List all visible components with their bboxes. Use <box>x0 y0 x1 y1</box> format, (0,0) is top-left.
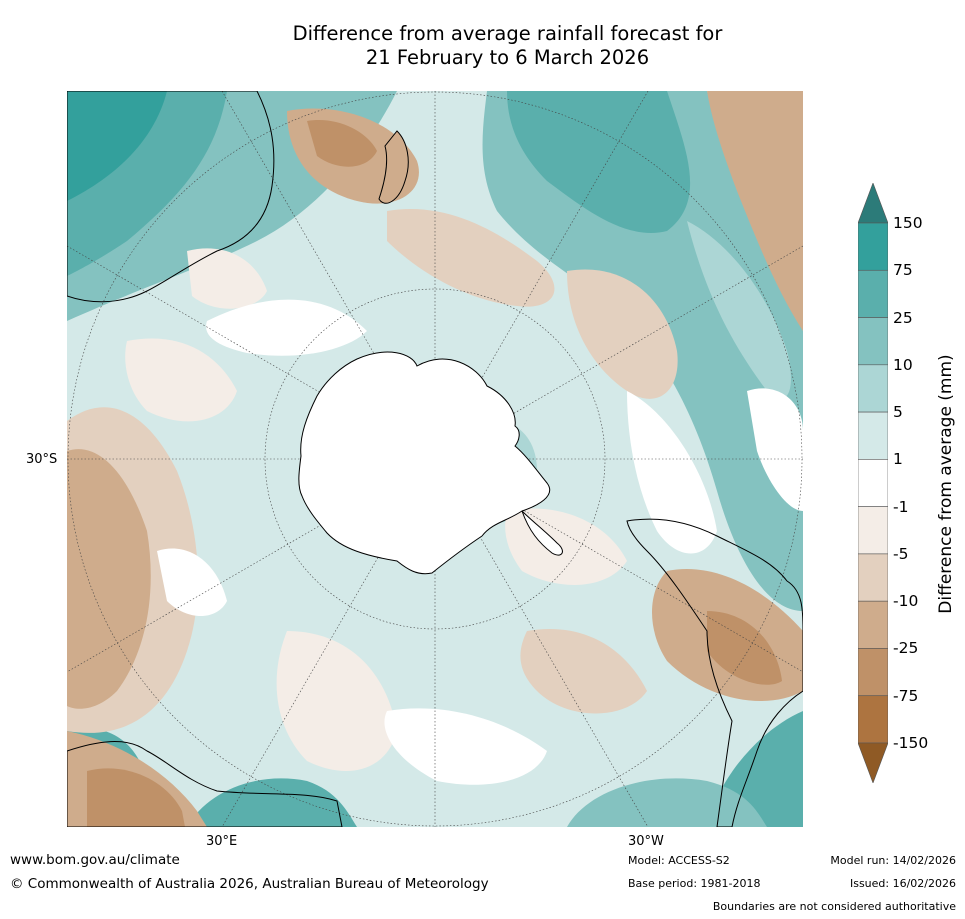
longitude-label-30w: 30°W <box>628 834 664 849</box>
colorbar-tick-label: 10 <box>893 355 913 374</box>
colorbar-band <box>858 183 888 224</box>
colorbar-tick-label: 25 <box>893 308 913 327</box>
colorbar-tick-label: -1 <box>893 497 909 516</box>
colorbar-band <box>858 364 888 413</box>
colorbar-bands <box>858 183 888 783</box>
colorbar-label: Difference from average (mm) <box>936 354 956 614</box>
colorbar-band <box>858 459 888 507</box>
new-zealand <box>378 130 409 204</box>
colorbar-band <box>858 553 888 602</box>
south-america <box>626 518 803 827</box>
title-line-2: 21 February to 6 March 2026 <box>365 46 650 69</box>
chart-title: Difference from average rainfall forecas… <box>0 22 965 70</box>
colorbar-tick-label: 5 <box>893 403 903 422</box>
colorbar-band <box>858 600 888 649</box>
africa <box>67 741 343 827</box>
colorbar-band <box>858 222 888 271</box>
australia <box>67 91 275 303</box>
copyright-text: © Commonwealth of Australia 2026, Austra… <box>10 876 489 892</box>
dry-anomaly-regions <box>67 91 803 827</box>
colorbar-tick-label: -150 <box>893 734 929 752</box>
colorbar-tick-label: -5 <box>893 544 909 563</box>
antarctic-peninsula <box>521 510 563 556</box>
latitude-label: 30°S <box>26 452 58 467</box>
issued-date: Issued: 16/02/2026 <box>849 877 956 890</box>
colorbar-tick-label: -10 <box>893 592 919 611</box>
neutral-regions <box>157 299 803 785</box>
colorbar-band <box>858 695 888 744</box>
colorbar-tick-label: 150 <box>893 214 923 232</box>
boundary-disclaimer: Boundaries are not considered authoritat… <box>712 900 956 913</box>
model-run-date: Model run: 14/02/2026 <box>830 854 956 867</box>
colorbar-tick-label: 1 <box>893 450 903 469</box>
colorbar-band <box>858 506 888 555</box>
rainfall-map <box>67 91 803 827</box>
colorbar-tick-label: 75 <box>893 261 913 280</box>
colorbar-band <box>858 742 888 783</box>
antarctica-landmass <box>298 351 550 575</box>
colorbar-band <box>858 317 888 366</box>
colorbar <box>858 183 888 783</box>
base-period: Base period: 1981-2018 <box>628 877 761 890</box>
colorbar-tick-label: -75 <box>893 686 919 705</box>
website-url[interactable]: www.bom.gov.au/climate <box>10 852 180 868</box>
longitude-label-30e: 30°E <box>206 834 238 849</box>
colorbar-tick-label: -25 <box>893 639 919 658</box>
colorbar-band <box>858 269 888 318</box>
wet-anomaly-regions <box>67 91 803 827</box>
colorbar-band <box>858 411 888 460</box>
model-name: Model: ACCESS-S2 <box>628 854 730 867</box>
title-line-1: Difference from average rainfall forecas… <box>292 22 723 45</box>
colorbar-band <box>858 648 888 697</box>
